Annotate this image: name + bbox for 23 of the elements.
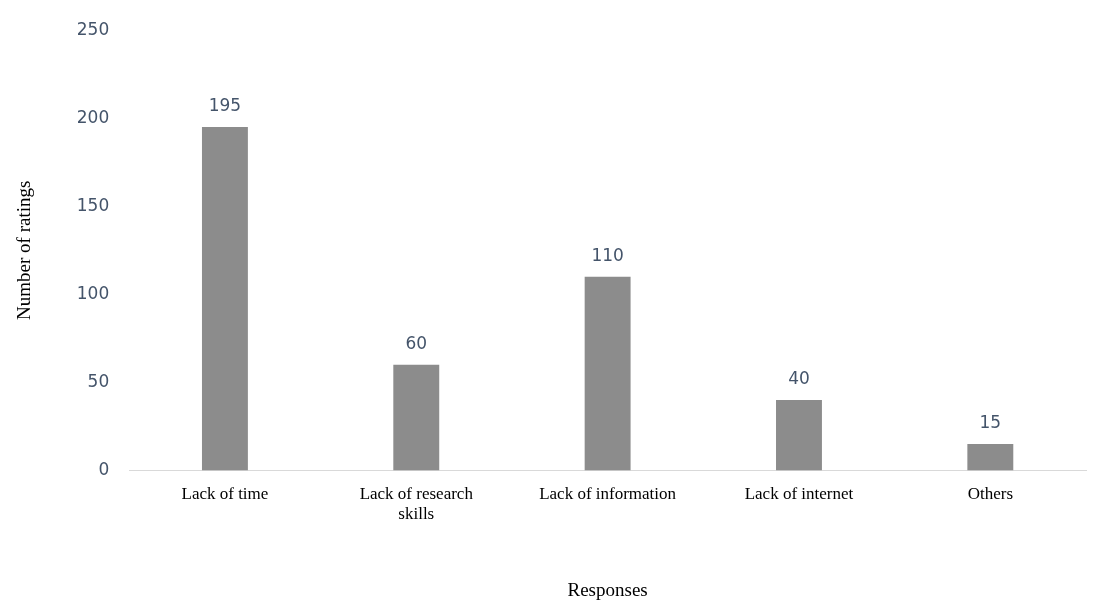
- y-tick-label: 150: [76, 194, 110, 215]
- y-tick-label: 50: [87, 370, 110, 391]
- x-tick-label: Lack of information: [539, 484, 677, 504]
- x-tick-label: Lack of internet: [744, 484, 854, 504]
- data-label: 15: [979, 411, 1002, 432]
- x-tick-label: Others: [967, 484, 1013, 504]
- y-tick-label: 0: [98, 458, 110, 479]
- bar: [967, 443, 1014, 471]
- x-axis-title: Responses: [567, 578, 648, 600]
- x-tick-label: Lack of time: [181, 484, 269, 504]
- data-label: 110: [591, 244, 624, 265]
- y-axis-title: Number of ratings: [13, 180, 35, 320]
- bar: [201, 127, 248, 471]
- x-tick-label: Lack of research skills: [359, 484, 474, 524]
- bar: [776, 399, 822, 471]
- data-label: 60: [405, 332, 428, 353]
- y-tick-label: 250: [76, 18, 110, 39]
- data-label: 195: [208, 94, 242, 115]
- y-tick-label: 100: [76, 282, 110, 303]
- y-tick-label: 200: [76, 106, 110, 127]
- data-label: 40: [788, 367, 810, 388]
- bar: [393, 364, 440, 471]
- bar: [584, 276, 631, 471]
